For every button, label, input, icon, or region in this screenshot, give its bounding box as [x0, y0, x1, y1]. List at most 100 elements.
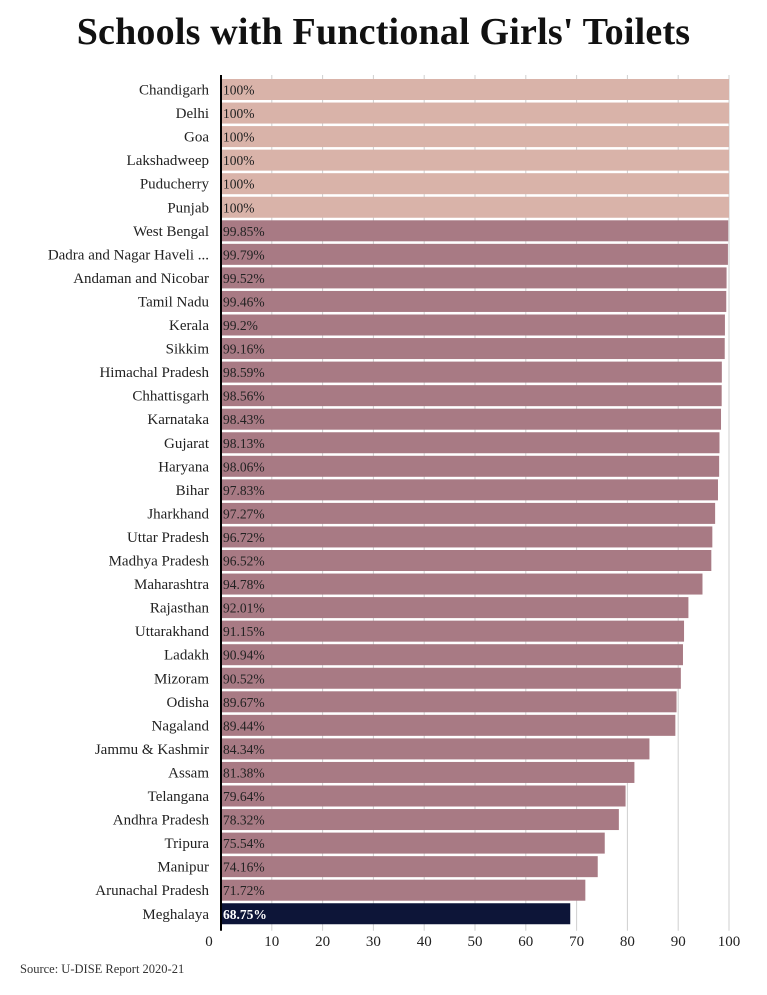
value-label: 96.52%: [223, 554, 265, 569]
category-label: Tamil Nadu: [138, 294, 210, 310]
category-label: Himachal Pradesh: [99, 365, 209, 381]
category-label: Kerala: [169, 318, 209, 334]
x-tick-label: 70: [569, 934, 584, 950]
category-label: Odisha: [167, 695, 210, 711]
category-label: Arunachal Pradesh: [95, 883, 209, 899]
value-label: 75.54%: [223, 836, 265, 851]
x-tick-label: 20: [315, 934, 330, 950]
category-label: Jharkhand: [147, 506, 209, 522]
bar: [221, 338, 725, 360]
bar: [221, 173, 729, 195]
value-label: 99.46%: [223, 294, 265, 309]
value-label: 98.13%: [223, 436, 265, 451]
bar: [221, 361, 722, 383]
category-label: Dadra and Nagar Haveli ...: [48, 247, 209, 263]
x-tick-label: 80: [620, 934, 635, 950]
value-label: 90.52%: [223, 671, 265, 686]
value-label: 98.59%: [223, 365, 265, 380]
bar: [221, 267, 727, 289]
category-label: Karnataka: [147, 412, 209, 428]
category-labels: Chandigarh Delhi Goa Lakshadweep Puducherry P…: [48, 83, 210, 923]
bar: [221, 879, 586, 901]
bar: [221, 385, 722, 407]
bar: [221, 502, 716, 524]
bars: [221, 79, 729, 925]
category-label: Andaman and Nicobar: [73, 271, 209, 287]
value-label: 99.52%: [223, 271, 265, 286]
category-label: Sikkim: [166, 342, 210, 358]
category-label: Delhi: [176, 106, 209, 122]
bar: [221, 79, 729, 100]
value-label: 99.2%: [223, 318, 258, 333]
bar: [221, 597, 689, 619]
category-label: Goa: [184, 130, 209, 146]
category-label: Tripura: [165, 836, 210, 852]
bar: [221, 573, 703, 595]
value-label: 89.67%: [223, 695, 265, 710]
bar: [221, 526, 713, 548]
bar: [221, 714, 676, 736]
x-axis-ticks: 0 10 20 30 40 50 60 70 80 90 100: [205, 934, 740, 950]
category-label: Maharashtra: [134, 577, 209, 593]
bar: [221, 290, 727, 312]
value-label: 96.72%: [223, 530, 265, 545]
bar: [221, 785, 626, 807]
bar: [221, 479, 718, 501]
bar: [221, 856, 598, 878]
source-note: Source: U-DISE Report 2020-21: [20, 962, 185, 976]
value-label: 99.85%: [223, 224, 265, 239]
category-label: Ladakh: [164, 648, 209, 664]
category-label: Rajasthan: [150, 601, 210, 617]
value-label: 100%: [223, 130, 255, 145]
x-tick-label: 0: [205, 934, 213, 950]
bar: [221, 432, 720, 454]
value-label: 89.44%: [223, 718, 265, 733]
category-label: Manipur: [157, 860, 209, 876]
value-label: 100%: [223, 106, 255, 121]
value-label: 79.64%: [223, 789, 265, 804]
bar: [221, 126, 729, 148]
category-label: Jammu & Kashmir: [95, 742, 209, 758]
bar: [221, 809, 619, 831]
bar: [221, 903, 571, 925]
x-tick-label: 90: [671, 934, 686, 950]
bar: [221, 196, 729, 218]
value-label: 97.83%: [223, 483, 265, 498]
value-label: 94.78%: [223, 577, 265, 592]
value-label: 99.16%: [223, 342, 265, 357]
category-label: Telangana: [148, 789, 210, 805]
value-label: 98.06%: [223, 459, 265, 474]
chart-title: Schools with Functional Girls' Toilets: [76, 11, 691, 53]
x-tick-label: 40: [417, 934, 432, 950]
value-label: 90.94%: [223, 648, 265, 663]
category-label: Lakshadweep: [127, 153, 209, 169]
value-label: 100%: [223, 200, 255, 215]
value-label: 84.34%: [223, 742, 265, 757]
bar: [221, 620, 685, 642]
bar: [221, 102, 729, 124]
bar: [221, 832, 605, 854]
x-tick-label: 100: [718, 934, 741, 950]
category-label: Chandigarh: [139, 83, 209, 99]
bar: [221, 644, 683, 666]
value-label: 100%: [223, 177, 255, 192]
bar: [221, 149, 729, 171]
value-labels: 100% 100% 100% 100% 100% 100% 99.85% 99.79% 99.5…: [223, 83, 267, 922]
value-label: 92.01%: [223, 601, 265, 616]
category-label: Chhattisgarh: [132, 389, 209, 405]
x-tick-label: 60: [518, 934, 533, 950]
value-label: 97.27%: [223, 506, 265, 521]
value-label: 78.32%: [223, 813, 265, 828]
category-label: Bihar: [176, 483, 209, 499]
bar: [221, 761, 635, 783]
category-label: Punjab: [167, 200, 209, 216]
bar: [221, 455, 720, 477]
category-label: Madhya Pradesh: [109, 554, 210, 570]
x-tick-label: 10: [264, 934, 279, 950]
bar: [221, 408, 722, 430]
value-label: 74.16%: [223, 860, 265, 875]
bar: [221, 314, 725, 336]
category-label: Gujarat: [164, 436, 210, 452]
category-label: Uttarakhand: [135, 624, 210, 640]
